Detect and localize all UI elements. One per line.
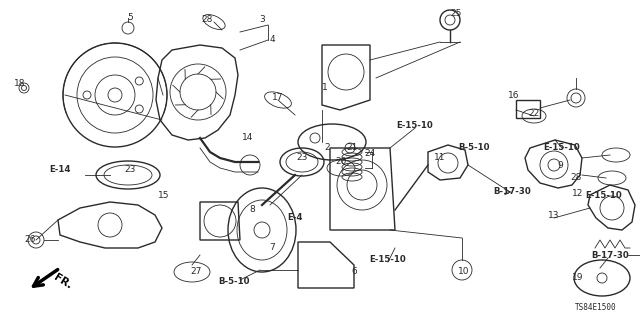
Text: 21: 21 bbox=[346, 144, 358, 152]
Text: B-5-10: B-5-10 bbox=[218, 278, 250, 286]
Text: 26: 26 bbox=[24, 235, 36, 244]
Text: B-17-30: B-17-30 bbox=[591, 251, 629, 261]
Text: TS84E1500: TS84E1500 bbox=[575, 303, 617, 313]
Text: 11: 11 bbox=[435, 153, 445, 162]
Text: 23: 23 bbox=[124, 166, 136, 174]
Text: E-15-10: E-15-10 bbox=[397, 122, 433, 130]
Text: 12: 12 bbox=[572, 189, 584, 198]
Text: E-14: E-14 bbox=[49, 166, 71, 174]
Text: E-15-10: E-15-10 bbox=[370, 256, 406, 264]
Text: 4: 4 bbox=[269, 35, 275, 44]
Text: 15: 15 bbox=[158, 191, 170, 201]
Text: 6: 6 bbox=[351, 268, 357, 277]
Text: B-17-30: B-17-30 bbox=[493, 188, 531, 197]
Text: 14: 14 bbox=[243, 133, 253, 143]
Text: 23: 23 bbox=[296, 153, 308, 162]
Text: 17: 17 bbox=[272, 93, 284, 101]
Text: 25: 25 bbox=[451, 9, 461, 18]
Text: 8: 8 bbox=[249, 205, 255, 214]
Text: 10: 10 bbox=[458, 268, 470, 277]
Text: 18: 18 bbox=[14, 78, 26, 87]
Text: FR.: FR. bbox=[52, 273, 74, 291]
Text: E-15-10: E-15-10 bbox=[543, 144, 580, 152]
Text: 24: 24 bbox=[364, 150, 376, 159]
Text: B-5-10: B-5-10 bbox=[458, 144, 490, 152]
Text: 22: 22 bbox=[529, 109, 540, 118]
Text: 28: 28 bbox=[570, 174, 582, 182]
Text: 5: 5 bbox=[127, 13, 133, 23]
Text: 1: 1 bbox=[322, 84, 328, 93]
Text: 20: 20 bbox=[335, 158, 347, 167]
Text: 27: 27 bbox=[190, 268, 202, 277]
Text: E-4: E-4 bbox=[287, 213, 303, 222]
Text: 7: 7 bbox=[269, 243, 275, 253]
Text: E-15-10: E-15-10 bbox=[586, 191, 622, 201]
Text: 28: 28 bbox=[202, 16, 212, 25]
Text: 9: 9 bbox=[557, 161, 563, 170]
Text: 13: 13 bbox=[548, 211, 560, 220]
Text: 16: 16 bbox=[508, 92, 520, 100]
Text: 2: 2 bbox=[324, 144, 330, 152]
Text: 3: 3 bbox=[259, 16, 265, 25]
Text: 19: 19 bbox=[572, 273, 584, 283]
